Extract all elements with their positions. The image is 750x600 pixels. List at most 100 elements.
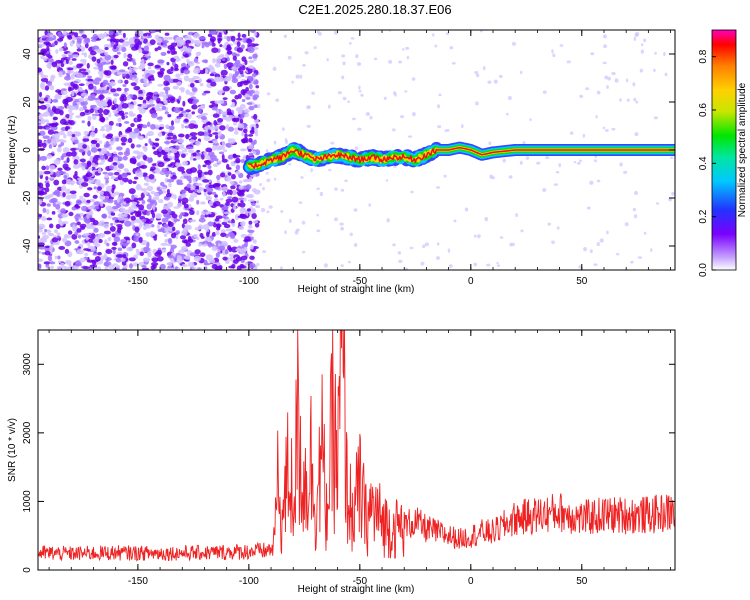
noise-speck <box>141 145 148 150</box>
noise-speck <box>252 150 257 155</box>
noise-speck <box>142 36 147 39</box>
noise-speck <box>214 134 219 140</box>
noise-speck <box>38 67 43 73</box>
noise-speck <box>40 81 45 88</box>
noise-speck <box>133 176 139 180</box>
noise-speck <box>166 136 173 140</box>
noise-speck <box>38 154 41 161</box>
noise-speck <box>214 100 219 104</box>
noise-speck <box>147 92 154 96</box>
noise-speck <box>138 48 143 54</box>
noise-speck <box>97 266 101 270</box>
spectrogram-x-tick-label: 50 <box>576 276 588 287</box>
noise-speck <box>265 149 269 153</box>
noise-speck <box>222 256 228 261</box>
noise-speck <box>87 167 93 171</box>
noise-speck <box>119 95 125 102</box>
noise-speck <box>255 204 260 209</box>
noise-speck <box>172 85 179 90</box>
noise-speck <box>196 237 200 241</box>
noise-speck <box>177 166 185 172</box>
noise-speck <box>100 147 108 154</box>
snr-y-axis-label: SNR (10 * v/v) <box>7 418 18 482</box>
noise-speck <box>166 192 172 198</box>
noise-speck <box>197 164 201 170</box>
noise-speck <box>105 127 111 133</box>
noise-speck <box>248 152 254 156</box>
noise-speck <box>89 51 97 56</box>
noise-speck <box>115 122 120 127</box>
noise-speck <box>569 131 574 135</box>
noise-speck <box>43 97 50 102</box>
noise-speck <box>176 218 180 222</box>
noise-speck <box>121 142 126 146</box>
noise-speck <box>304 51 309 55</box>
noise-speck <box>238 180 243 184</box>
noise-speck <box>134 38 141 45</box>
noise-speck <box>69 40 74 47</box>
noise-speck <box>160 51 167 56</box>
noise-speck <box>112 249 116 255</box>
noise-speck <box>547 222 551 226</box>
noise-speck <box>66 178 72 185</box>
noise-speck <box>596 241 600 247</box>
noise-speck <box>253 220 259 224</box>
noise-speck <box>87 150 92 157</box>
noise-speck <box>60 62 65 68</box>
noise-speck <box>614 78 619 83</box>
noise-speck <box>227 220 232 224</box>
noise-speck <box>355 53 359 59</box>
noise-speck <box>181 56 185 59</box>
noise-speck <box>98 113 104 117</box>
noise-speck <box>238 75 242 79</box>
noise-speck <box>137 171 144 178</box>
noise-speck <box>105 179 109 184</box>
noise-speck <box>474 71 479 75</box>
noise-speck <box>135 218 141 224</box>
noise-speck <box>205 147 213 153</box>
noise-speck <box>209 73 215 77</box>
noise-speck <box>496 264 501 267</box>
noise-speck <box>172 138 179 142</box>
noise-speck <box>578 265 583 269</box>
noise-speck <box>280 266 283 270</box>
noise-speck <box>149 140 153 146</box>
noise-speck <box>183 69 191 75</box>
noise-speck <box>515 213 519 218</box>
noise-speck <box>188 78 195 83</box>
noise-speck <box>171 226 176 232</box>
noise-speck <box>217 117 224 123</box>
noise-speck <box>49 223 54 229</box>
noise-speck <box>156 256 164 262</box>
noise-speck <box>437 104 441 109</box>
noise-speck <box>61 88 67 91</box>
noise-speck <box>80 92 88 97</box>
noise-speck <box>215 215 223 220</box>
noise-speck <box>487 80 492 84</box>
noise-speck <box>136 162 141 167</box>
spectrogram-y-tick-label: 40 <box>22 48 33 60</box>
noise-speck <box>245 93 250 97</box>
noise-speck <box>111 65 117 70</box>
noise-speck <box>108 120 114 126</box>
noise-speck <box>175 73 181 78</box>
noise-speck <box>482 65 486 71</box>
noise-speck <box>137 30 144 37</box>
noise-speck <box>607 76 611 81</box>
noise-speck <box>339 222 344 226</box>
noise-speck <box>50 265 54 270</box>
noise-speck <box>75 199 82 206</box>
noise-speck <box>93 201 101 206</box>
noise-speck <box>149 168 154 172</box>
noise-speck <box>115 40 119 47</box>
noise-speck <box>175 230 181 235</box>
noise-speck <box>55 49 59 55</box>
noise-speck <box>203 188 207 193</box>
noise-speck <box>99 128 106 132</box>
noise-speck <box>157 221 163 225</box>
noise-speck <box>221 140 226 147</box>
noise-speck <box>59 118 67 125</box>
noise-speck <box>502 158 506 163</box>
noise-speck <box>152 204 156 211</box>
